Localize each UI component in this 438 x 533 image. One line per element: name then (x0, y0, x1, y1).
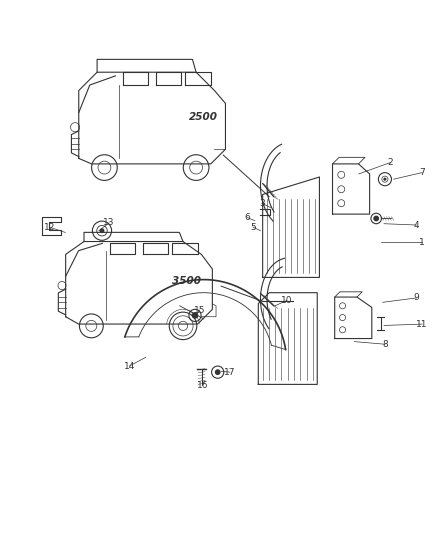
Text: 9: 9 (413, 294, 419, 302)
Text: 8: 8 (382, 340, 388, 349)
Text: 16: 16 (197, 381, 208, 390)
Text: 6: 6 (244, 213, 250, 222)
Text: 4: 4 (413, 221, 419, 230)
Circle shape (100, 229, 104, 232)
Circle shape (192, 313, 198, 318)
Text: 15: 15 (194, 305, 205, 314)
Text: 3: 3 (259, 199, 265, 208)
Text: 1: 1 (419, 238, 425, 247)
Text: 14: 14 (124, 361, 135, 370)
Circle shape (384, 179, 386, 180)
Text: 17: 17 (224, 368, 236, 377)
Text: 3500: 3500 (172, 276, 201, 286)
Text: 13: 13 (103, 219, 115, 228)
Circle shape (374, 216, 378, 221)
Text: 2: 2 (387, 158, 393, 167)
Text: 12: 12 (44, 223, 55, 232)
Circle shape (215, 370, 220, 374)
Text: 7: 7 (419, 168, 425, 177)
Text: 5: 5 (250, 223, 256, 232)
Text: 10: 10 (281, 296, 293, 305)
Text: 11: 11 (416, 320, 428, 329)
Text: 2500: 2500 (189, 112, 218, 122)
